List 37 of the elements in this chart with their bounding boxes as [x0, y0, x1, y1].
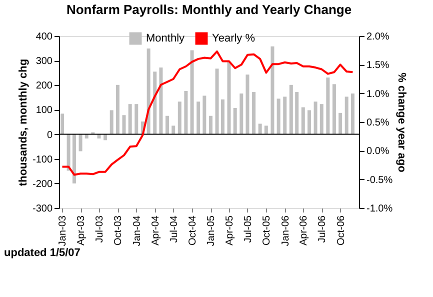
y-tick-label: 300 — [36, 56, 53, 68]
y-tick-label: -100 — [32, 154, 53, 166]
y2-tick-label: -1.0% — [366, 204, 393, 214]
y-tick-label: 0 — [46, 130, 53, 141]
y2-axis-title: % change year ago — [396, 72, 408, 173]
x-tick-label: Jul-05 — [242, 215, 254, 243]
x-tick-label: Jul-04 — [168, 215, 180, 243]
y-tick-label: -200 — [32, 178, 53, 190]
y2-tick-label: -0.5% — [366, 174, 393, 186]
text: updated 1/5/07 — [4, 247, 80, 259]
x-tick-label: Apr-06 — [298, 215, 310, 246]
x-tick-label: Jan-04 — [132, 215, 143, 246]
y-tick-label: 100 — [36, 105, 53, 116]
legend-label: Yearly % — [212, 32, 256, 45]
x-tick-label: Oct-05 — [262, 215, 273, 246]
x-tick-label: Jan-03 — [58, 215, 69, 246]
y2-tick-label: 1.0% — [366, 88, 390, 100]
x-tick-label: Apr-04 — [150, 215, 162, 246]
y-tick-label: 200 — [36, 80, 53, 92]
y2-tick-label: 0.0% — [366, 146, 390, 158]
x-tick-label: Jul-03 — [94, 215, 106, 243]
x-tick-label: Oct-03 — [113, 215, 124, 246]
y-tick-label: 400 — [36, 32, 53, 42]
y-tick-label: -300 — [32, 204, 53, 214]
x-tick-label: Jan-05 — [206, 215, 218, 246]
x-tick-label: Oct-06 — [336, 215, 347, 246]
x-tick-label: Oct-04 — [188, 215, 199, 246]
chart-title: Nonfarm Payrolls: Monthly and Yearly Change — [66, 2, 352, 17]
x-tick-label: Jul-06 — [317, 215, 328, 243]
x-tick-label: Apr-05 — [224, 215, 236, 246]
y2-tick-label: 1.5% — [366, 60, 390, 72]
y2-tick-label: 0.5% — [366, 118, 390, 128]
y-axis-title: thousands, monthly chg — [17, 58, 30, 186]
legend-label: Monthly — [146, 32, 186, 45]
y2-tick-label: 2.0% — [366, 32, 390, 42]
x-tick-label: Apr-03 — [76, 215, 88, 246]
x-tick-label: Jan-06 — [280, 215, 292, 246]
